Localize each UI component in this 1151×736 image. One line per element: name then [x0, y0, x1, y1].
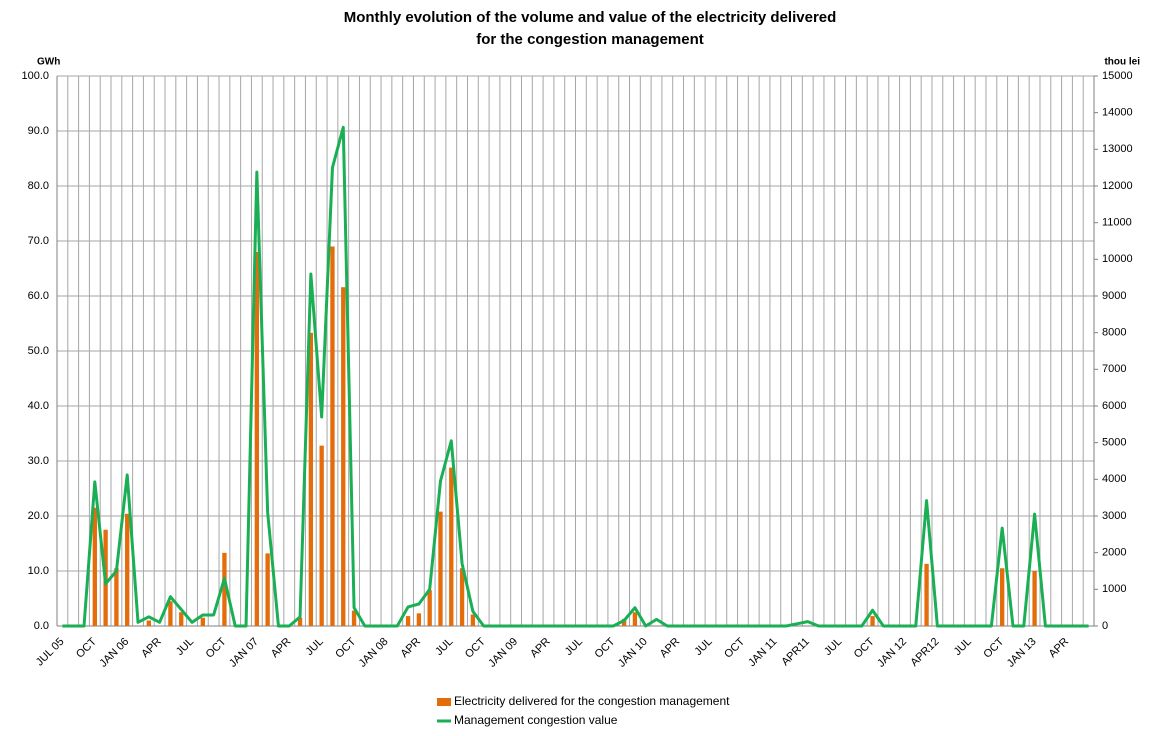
y-tick-label: 80.0 [28, 180, 49, 192]
y2-tick-label: 6000 [1102, 400, 1126, 412]
x-tick-label: JUL [174, 636, 196, 658]
y-tick-label: 0.0 [34, 620, 49, 632]
bar [168, 601, 173, 626]
bar [114, 568, 119, 626]
x-tick-label: JAN 08 [357, 636, 391, 670]
bar [265, 553, 270, 626]
x-tick-label: OCT [852, 636, 877, 661]
bar [200, 617, 205, 626]
x-tick-label: APR [399, 636, 424, 661]
y2-tick-label: 4000 [1102, 473, 1126, 485]
y-axis-label: GWh [37, 57, 60, 68]
x-tick-label: JAN 12 [875, 636, 909, 670]
bar [92, 507, 97, 626]
bar [146, 620, 151, 626]
bar [416, 613, 422, 626]
x-tick-label: OCT [333, 636, 358, 661]
x-tick-label: JAN 10 [616, 636, 650, 670]
x-tick-label: JUL [692, 636, 714, 658]
line [62, 125, 1089, 628]
x-tick-label: JAN 11 [746, 636, 779, 669]
bar [125, 513, 130, 626]
x-tick-label: OCT [463, 636, 488, 661]
bar [330, 246, 335, 626]
legend-swatch [437, 698, 451, 706]
bar [405, 616, 411, 626]
x-tick-label: JUL [433, 636, 455, 658]
y2-tick-label: 12000 [1102, 180, 1133, 192]
y2-tick-label: 3000 [1102, 510, 1126, 522]
y2-tick-label: 14000 [1102, 107, 1133, 119]
legend-label: Electricity delivered for the congestion… [454, 694, 730, 708]
y2-tick-label: 7000 [1102, 363, 1126, 375]
bar [308, 332, 314, 626]
x-tick-label: JUL [822, 636, 844, 658]
bar [179, 612, 184, 626]
bar [222, 552, 227, 626]
x-tick-label: JAN 06 [97, 636, 131, 670]
x-tick-label: JAN 07 [227, 636, 261, 670]
bar [621, 618, 627, 626]
bar [351, 610, 357, 626]
chart-title: for the congestion management [476, 31, 704, 48]
bar [341, 287, 346, 626]
y2-tick-label: 8000 [1102, 327, 1126, 339]
x-tick-label: JAN 09 [486, 636, 520, 670]
chart-title: Monthly evolution of the volume and valu… [344, 9, 837, 26]
y2-tick-label: 0 [1102, 620, 1108, 632]
x-tick-label: JUL [952, 636, 974, 658]
x-tick-label: OCT [981, 636, 1006, 661]
y2-tick-label: 2000 [1102, 547, 1126, 559]
x-tick-label: APR11 [779, 636, 812, 669]
x-tick-label: JUL [563, 636, 585, 658]
bar [470, 614, 476, 626]
x-tick-label: OCT [722, 636, 747, 661]
x-tick-label: OCT [593, 636, 618, 661]
bar [1032, 571, 1037, 626]
y-tick-label: 60.0 [28, 290, 49, 302]
x-tick-label: OCT [204, 636, 229, 661]
y2-tick-label: 9000 [1102, 290, 1126, 302]
y2-tick-label: 5000 [1102, 437, 1126, 449]
bar [427, 590, 432, 626]
y2-axis-label: thou lei [1104, 57, 1140, 68]
y2-tick-label: 13000 [1102, 143, 1133, 155]
x-tick-label: JAN 13 [1005, 636, 1039, 670]
bar [459, 568, 465, 626]
y-tick-label: 30.0 [28, 455, 49, 467]
bar [438, 511, 443, 626]
x-tick-label: APR [658, 636, 683, 661]
bar [632, 612, 638, 626]
y2-tick-label: 11000 [1102, 217, 1132, 229]
bar [319, 445, 324, 626]
y-tick-label: 70.0 [28, 235, 49, 247]
x-tick-label: APR [528, 636, 553, 661]
bar [870, 616, 875, 626]
x-tick-label: APR [269, 636, 294, 661]
bar [254, 252, 259, 626]
x-tick-label: OCT [74, 636, 99, 661]
legend-label: Management congestion value [454, 713, 618, 727]
x-tick-label: APR [1047, 636, 1072, 661]
y-tick-label: 100.0 [21, 70, 49, 82]
x-tick-label: APR [139, 636, 164, 661]
y2-tick-label: 10000 [1102, 253, 1133, 265]
x-tick-label: APR12 [908, 636, 941, 669]
y2-tick-label: 15000 [1102, 70, 1133, 82]
y-tick-label: 50.0 [28, 345, 49, 357]
y2-tick-label: 1000 [1102, 583, 1126, 595]
x-tick-label: JUL 05 [34, 636, 67, 669]
y-tick-label: 90.0 [28, 125, 49, 137]
y-tick-label: 20.0 [28, 510, 49, 522]
x-tick-label: JUL [304, 636, 326, 658]
y-tick-label: 10.0 [28, 565, 49, 577]
y-tick-label: 40.0 [28, 400, 49, 412]
bar [1000, 568, 1005, 626]
bar [297, 617, 303, 626]
bar [924, 563, 929, 626]
bar [449, 467, 454, 626]
